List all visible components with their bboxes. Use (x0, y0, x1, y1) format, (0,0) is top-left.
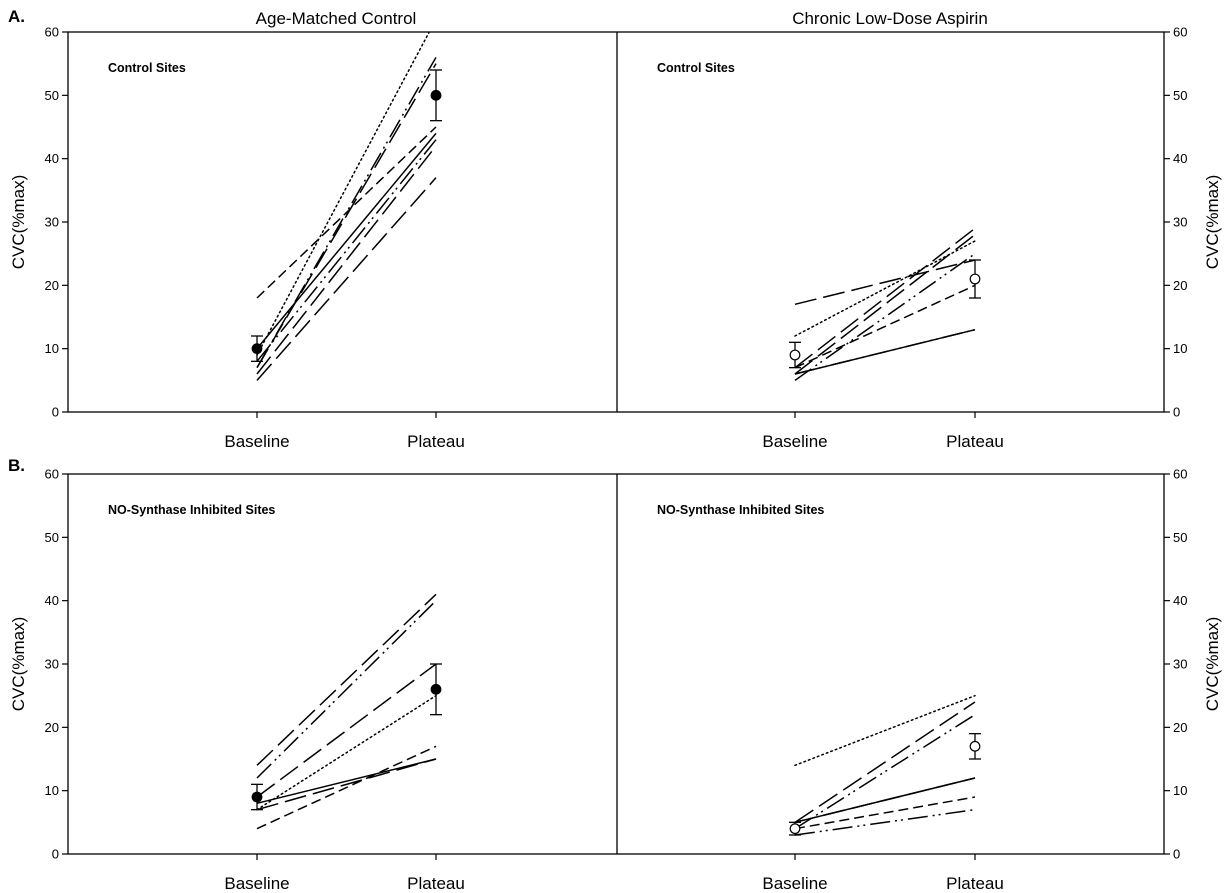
y-tick-label: 40 (1173, 151, 1187, 166)
series-line (256, 63, 437, 369)
series-line (256, 132, 437, 350)
y-tick-label: 10 (1173, 341, 1187, 356)
series-line (256, 145, 437, 375)
series-line (794, 714, 976, 830)
panel-b-control: 0 10 20 30 40 50 60 Baseline Plateau NO-Synthase … (45, 467, 465, 893)
x-tick-label-baseline: Baseline (224, 874, 289, 893)
panel-annotation: Control Sites (657, 61, 735, 75)
x-tick-label-plateau: Plateau (407, 432, 465, 451)
y-tick-label: 50 (1173, 530, 1187, 545)
series-line (256, 758, 437, 811)
panel-label-b: B. (8, 456, 25, 475)
y-tick-label: 60 (1173, 25, 1187, 40)
y-tick-label: 40 (45, 151, 59, 166)
mean-marker (430, 683, 442, 695)
y-tick-label: 50 (45, 88, 59, 103)
y-axis-label-a-right: CVC(%max) (1203, 175, 1222, 269)
y-tick-label: 60 (45, 25, 59, 40)
y-tick-label: 50 (1173, 88, 1187, 103)
series-line (794, 808, 976, 836)
series-line (794, 259, 976, 306)
mean-marker (789, 349, 801, 361)
panel-label-a: A. (8, 7, 25, 26)
series-line (794, 284, 976, 369)
panel-annotation: Control Sites (108, 61, 186, 75)
series-line (794, 227, 976, 369)
mean-marker (251, 791, 263, 803)
x-tick-label-plateau: Plateau (946, 432, 1004, 451)
y-tick-label: 40 (1173, 593, 1187, 608)
plot-frame-b (67, 473, 1165, 855)
y-tick-label: 20 (1173, 720, 1187, 735)
mean-marker (430, 89, 442, 101)
subject-lines (794, 227, 976, 381)
series-line (256, 177, 437, 381)
y-tick-label: 0 (1173, 405, 1180, 420)
y-axis-label-b-left: CVC(%max) (9, 617, 28, 711)
panel-annotation: NO-Synthase Inhibited Sites (657, 503, 824, 517)
series-line (794, 796, 976, 830)
y-axis-label-b-right: CVC(%max) (1203, 617, 1222, 711)
y-tick-label: 20 (45, 278, 59, 293)
series-line (256, 745, 437, 830)
y-tick-label: 30 (45, 657, 59, 672)
subject-lines (794, 694, 976, 836)
y-tick-label: 10 (45, 783, 59, 798)
y-tick-label: 10 (45, 341, 59, 356)
series-line (256, 758, 437, 805)
mean-marker (969, 740, 981, 752)
y-tick-label: 0 (52, 847, 59, 862)
x-tick-label-plateau: Plateau (407, 874, 465, 893)
subject-lines (256, 32, 437, 381)
series-line (256, 32, 431, 356)
panels: 0 10 20 30 40 50 60 Baseline Plateau Control Site… (45, 25, 1188, 893)
y-tick-label: 50 (45, 530, 59, 545)
subject-lines (256, 593, 437, 830)
y-tick-label: 20 (1173, 278, 1187, 293)
y-tick-label: 0 (52, 405, 59, 420)
panel-annotation: NO-Synthase Inhibited Sites (108, 503, 275, 517)
y-tick-label: 0 (1173, 847, 1180, 862)
x-tick-label-baseline: Baseline (762, 432, 827, 451)
series-line (256, 663, 437, 798)
mean-marker (969, 273, 981, 285)
panel-a-control: 0 10 20 30 40 50 60 Baseline Plateau Control Site… (45, 25, 465, 452)
series-line (794, 694, 976, 767)
y-tick-label: 30 (1173, 215, 1187, 230)
series-line (794, 234, 976, 375)
mean-marker (251, 343, 263, 355)
series-line (256, 694, 437, 811)
x-tick-label-baseline: Baseline (224, 432, 289, 451)
y-tick-label: 60 (1173, 467, 1187, 482)
series-line (256, 593, 437, 766)
series-line (256, 56, 437, 369)
series-line (794, 701, 976, 823)
series-line (256, 139, 437, 362)
series-line (256, 126, 437, 299)
x-tick-label-baseline: Baseline (762, 874, 827, 893)
series-line (794, 240, 976, 337)
x-tick-label-plateau: Plateau (946, 874, 1004, 893)
y-tick-label: 20 (45, 720, 59, 735)
y-tick-label: 30 (1173, 657, 1187, 672)
column-title-aspirin: Chronic Low-Dose Aspirin (792, 9, 988, 28)
series-line (794, 328, 976, 375)
panel-b-aspirin: 0 10 20 30 40 50 60 Baseline Plateau NO-Synthase … (657, 467, 1187, 893)
column-title-control: Age-Matched Control (256, 9, 417, 28)
panel-a-aspirin: 0 10 20 30 40 50 60 Baseline Plateau Control Site… (657, 25, 1187, 452)
y-tick-label: 10 (1173, 783, 1187, 798)
plot-frame-a (67, 31, 1165, 413)
y-tick-label: 60 (45, 467, 59, 482)
mean-marker (789, 823, 801, 835)
series-line (794, 777, 976, 824)
series-line (794, 253, 976, 381)
y-tick-label: 40 (45, 593, 59, 608)
y-axis-label-a-left: CVC(%max) (9, 175, 28, 269)
series-line (256, 600, 437, 779)
y-tick-label: 30 (45, 215, 59, 230)
